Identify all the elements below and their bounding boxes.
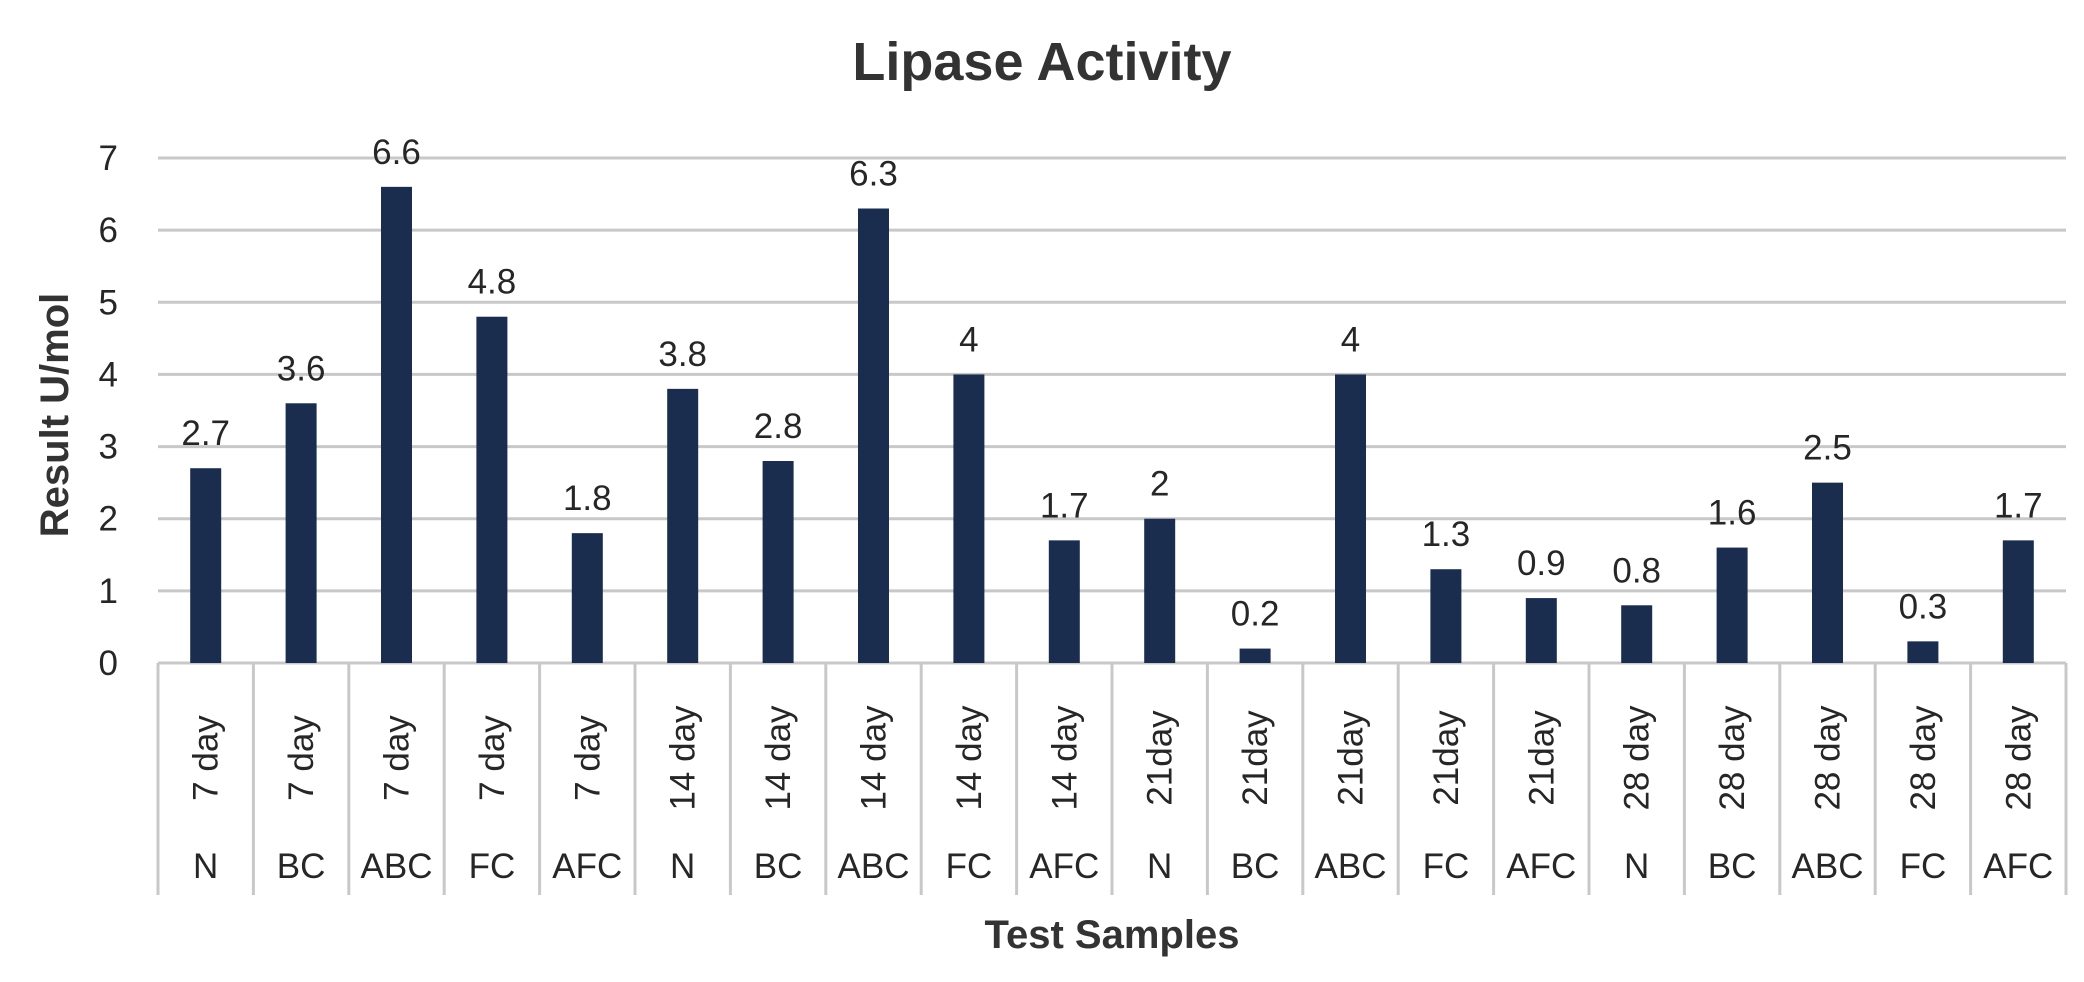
- y-tick-label: 7: [99, 139, 118, 178]
- x-tick-sample-label: ABC: [361, 847, 433, 886]
- data-label: 2: [1150, 465, 1169, 504]
- x-tick-sample-label: BC: [1708, 847, 1757, 886]
- x-tick-sample-label: N: [1147, 847, 1172, 886]
- x-tick-sample-label: BC: [277, 847, 326, 886]
- data-label: 1.8: [563, 479, 612, 518]
- data-label: 0.3: [1899, 587, 1948, 626]
- x-tick-sample-label: FC: [469, 847, 516, 886]
- bar: [1239, 648, 1271, 663]
- x-tick-period-label: 21day: [1522, 710, 1561, 806]
- data-label: 4: [959, 320, 978, 359]
- bar: [1812, 482, 1843, 663]
- x-tick-period-label: 14 day: [664, 705, 703, 811]
- data-label: 0.8: [1612, 551, 1661, 590]
- x-tick-sample-label: ABC: [1792, 847, 1864, 886]
- x-tick-sample-label: N: [193, 847, 218, 886]
- x-tick-period-label: 21day: [1427, 710, 1466, 806]
- x-tick-sample-label: ABC: [1315, 847, 1387, 886]
- data-label: 2.8: [754, 407, 803, 446]
- bar: [762, 461, 794, 663]
- bar: [571, 533, 603, 663]
- x-tick-sample-label: FC: [1423, 847, 1470, 886]
- x-tick-sample-label: AFC: [552, 847, 622, 886]
- x-tick-sample-label: FC: [1900, 847, 1947, 886]
- data-label: 2.7: [181, 414, 230, 453]
- x-tick-period-label: 28 day: [1904, 705, 1943, 811]
- x-tick-sample-label: AFC: [1506, 847, 1576, 886]
- x-tick-period-label: 14 day: [1045, 705, 1084, 811]
- x-tick-period-label: 7 day: [187, 715, 226, 801]
- bar: [285, 403, 317, 663]
- x-tick-period-label: 28 day: [1999, 705, 2038, 811]
- x-tick-period-label: 14 day: [759, 705, 798, 811]
- data-label: 6.6: [372, 133, 421, 172]
- bar: [1335, 374, 1366, 663]
- data-labels: 2.7 3.6 6.6 4.8 1.8 3.8 2.8 6.3 4 1.7 2 0.2 4 1.3 0.9 0…: [181, 133, 2042, 634]
- gridlines: [158, 156, 2066, 665]
- x-tick-sample-label: N: [670, 847, 695, 886]
- x-tick-period-label: 7 day: [473, 715, 512, 801]
- x-tick-period-label: 14 day: [950, 705, 989, 811]
- bar: [1621, 605, 1653, 663]
- chart-title: Lipase Activity: [852, 32, 1231, 92]
- bars: [190, 186, 2034, 663]
- bar: [667, 388, 699, 663]
- bar: [953, 374, 985, 663]
- bar: [1048, 540, 1080, 663]
- x-axis-title: Test Samples: [985, 913, 1240, 957]
- bar: [858, 208, 889, 663]
- x-tick-sample-label: AFC: [1029, 847, 1099, 886]
- x-tick-period-label: 21day: [1332, 710, 1371, 806]
- x-tick-period-label: 7 day: [568, 715, 607, 801]
- x-tick-sample-label: BC: [754, 847, 803, 886]
- y-axis-ticks: 0 1 2 3 4 5 6 7: [99, 139, 118, 683]
- bar: [1907, 641, 1939, 663]
- data-label: 0.9: [1517, 544, 1566, 583]
- data-label: 4.8: [468, 263, 517, 302]
- x-tick-period-label: 21day: [1236, 710, 1275, 806]
- bar: [1430, 569, 1462, 663]
- data-label: 6.3: [849, 155, 898, 194]
- x-tick-sample-label: N: [1624, 847, 1649, 886]
- bar: [1716, 547, 1748, 663]
- data-label: 4: [1341, 320, 1360, 359]
- x-tick-period-label: 28 day: [1618, 705, 1657, 811]
- y-axis-title: Result U/mol: [33, 293, 77, 537]
- data-label: 1.6: [1708, 494, 1757, 533]
- bar: [476, 316, 508, 663]
- x-tick-period-label: 28 day: [1809, 705, 1848, 811]
- bar: [190, 468, 222, 663]
- data-label: 0.2: [1231, 595, 1280, 634]
- x-tick-period-label: 7 day: [378, 715, 417, 801]
- data-label: 1.7: [1994, 486, 2043, 525]
- bar: [2002, 540, 2034, 663]
- bar: [381, 186, 412, 663]
- y-tick-label: 3: [99, 428, 118, 467]
- y-tick-label: 1: [99, 572, 118, 611]
- data-label: 3.6: [277, 349, 326, 388]
- x-axis: 7 day N 7 day BC 7 day ABC 7 day FC 7 day AFC 14 d…: [156, 663, 2068, 895]
- data-label: 1.7: [1040, 486, 1089, 525]
- y-tick-label: 4: [99, 355, 118, 394]
- y-tick-label: 0: [99, 644, 118, 683]
- x-tick-sample-label: AFC: [1983, 847, 2053, 886]
- y-tick-label: 2: [99, 500, 118, 539]
- data-label: 3.8: [658, 335, 707, 374]
- x-tick-period-label: 21day: [1141, 710, 1180, 806]
- x-tick-sample-label: FC: [946, 847, 993, 886]
- x-tick-period-label: 14 day: [855, 705, 894, 811]
- data-label: 2.5: [1803, 429, 1852, 468]
- y-tick-label: 6: [99, 211, 118, 250]
- bar: [1144, 518, 1176, 663]
- x-tick-period-label: 7 day: [282, 715, 321, 801]
- x-tick-sample-label: ABC: [838, 847, 910, 886]
- y-tick-label: 5: [99, 283, 118, 322]
- x-tick-period-label: 28 day: [1713, 705, 1752, 811]
- bar: [1525, 598, 1557, 663]
- x-tick-sample-label: BC: [1231, 847, 1280, 886]
- data-label: 1.3: [1422, 515, 1471, 554]
